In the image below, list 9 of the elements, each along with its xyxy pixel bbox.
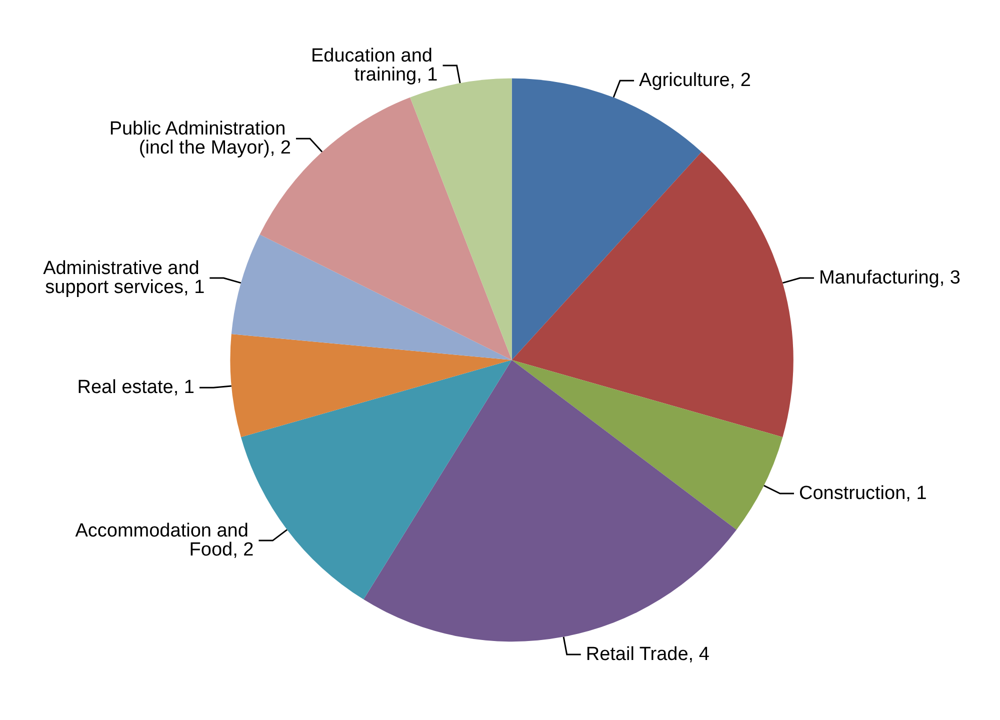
slice-label: Retail Trade, 4 <box>586 644 710 665</box>
slice-label: Education and training, 1 <box>310 46 438 86</box>
slice-label: Agriculture, 2 <box>639 70 751 92</box>
slice-label: Administrative and support services, 1 <box>43 258 205 298</box>
slice-label: Real estate, 1 <box>77 377 194 398</box>
slice-label: Accommodation and Food, 2 <box>75 520 254 561</box>
slice-label: Public Administration (incl the Mayor), 2 <box>109 118 291 159</box>
slice-label: Manufacturing, 3 <box>818 268 960 289</box>
slice-label: Construction, 1 <box>799 483 927 504</box>
